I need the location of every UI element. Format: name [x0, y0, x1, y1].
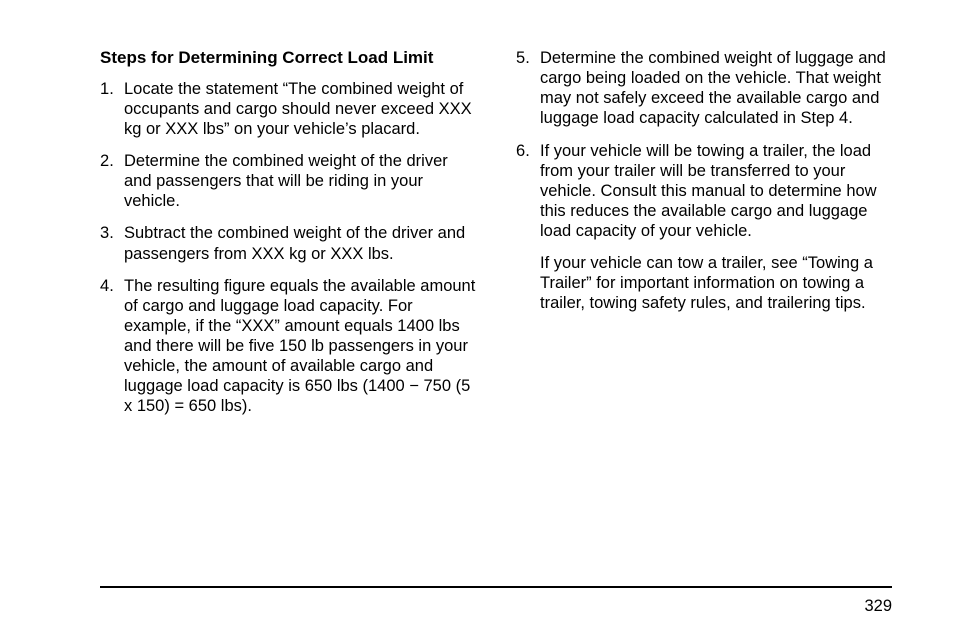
trailing-paragraph: If your vehicle can tow a trailer, see “…	[516, 253, 892, 313]
steps-list-right: Determine the combined weight of luggage…	[516, 48, 892, 241]
step-item: Subtract the combined weight of the driv…	[100, 223, 476, 263]
section-heading: Steps for Determining Correct Load Limit	[100, 48, 476, 69]
steps-list-left: Locate the statement “The combined weigh…	[100, 79, 476, 417]
footer-rule	[100, 586, 892, 588]
step-item: Determine the combined weight of the dri…	[100, 151, 476, 211]
page: Steps for Determining Correct Load Limit…	[0, 0, 954, 636]
step-item: Locate the statement “The combined weigh…	[100, 79, 476, 139]
columns: Steps for Determining Correct Load Limit…	[100, 48, 892, 429]
right-column: Determine the combined weight of luggage…	[516, 48, 892, 429]
page-number: 329	[864, 597, 892, 616]
step-item: Determine the combined weight of luggage…	[516, 48, 892, 129]
left-column: Steps for Determining Correct Load Limit…	[100, 48, 476, 429]
step-item: If your vehicle will be towing a trailer…	[516, 141, 892, 242]
step-item: The resulting figure equals the availabl…	[100, 276, 476, 417]
